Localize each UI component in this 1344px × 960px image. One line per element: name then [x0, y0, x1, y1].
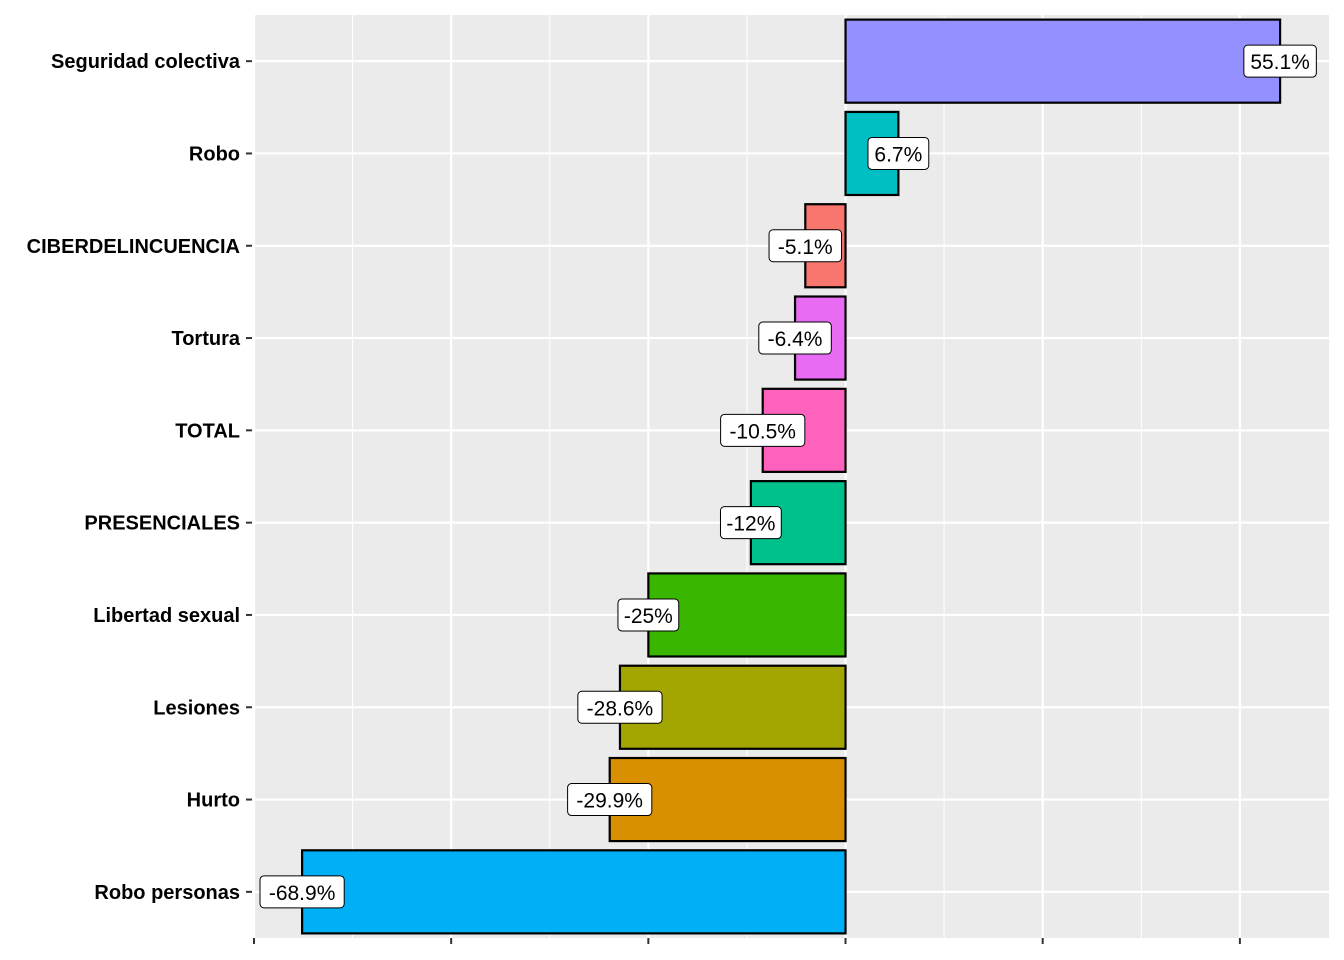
- data-label-box: [758, 321, 832, 355]
- category-label: CIBERDELINCUENCIA: [27, 236, 240, 258]
- data-label: 55.1%: [1250, 51, 1310, 74]
- category-label: Seguridad colectiva: [51, 51, 241, 73]
- bar: [844, 18, 1282, 104]
- category-label: Hurto: [187, 790, 240, 812]
- data-label-box: [259, 875, 345, 909]
- category-label: Lesiones: [153, 697, 240, 719]
- bar: [301, 849, 847, 935]
- data-label: -5.1%: [778, 236, 833, 259]
- data-label-box: [617, 598, 680, 632]
- bar: [647, 572, 847, 658]
- category-label: TOTAL: [175, 420, 240, 442]
- data-label-box: [719, 506, 782, 540]
- data-label: -29.9%: [576, 790, 643, 813]
- category-label: Tortura: [171, 328, 240, 350]
- data-label: -28.6%: [587, 697, 654, 720]
- data-label-box: [720, 413, 806, 447]
- data-label: -68.9%: [269, 882, 336, 905]
- category-label: PRESENCIALES: [84, 513, 240, 535]
- data-label: -12%: [726, 513, 775, 536]
- data-label-box: [768, 229, 843, 263]
- data-label-box: [1243, 44, 1317, 78]
- category-label: Libertad sexual: [93, 605, 240, 627]
- data-label-box: [867, 136, 930, 170]
- category-label: Robo: [189, 143, 240, 165]
- data-label: -10.5%: [729, 420, 796, 443]
- data-label-box: [577, 690, 663, 724]
- category-label: Robo personas: [94, 882, 240, 904]
- data-label-box: [567, 783, 653, 817]
- data-label: 6.7%: [874, 143, 922, 166]
- data-label: -25%: [624, 605, 673, 628]
- data-label: -6.4%: [768, 328, 823, 351]
